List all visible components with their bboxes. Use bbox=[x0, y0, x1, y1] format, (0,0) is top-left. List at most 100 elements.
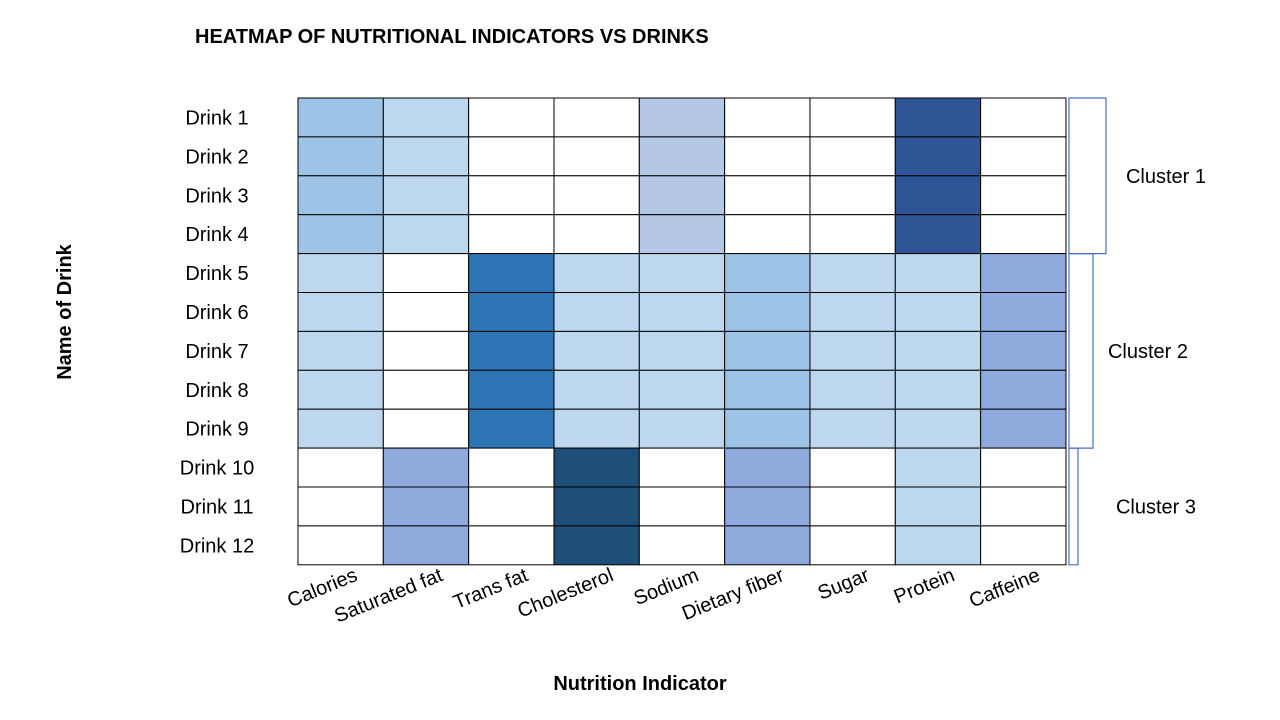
heatmap-cell-drink-9-cholesterol bbox=[553, 408, 640, 449]
x-tick-label: Sugar bbox=[815, 564, 873, 605]
heatmap-cell-drink-11-caffeine bbox=[980, 486, 1067, 527]
heatmap-cell-drink-9-calories bbox=[297, 408, 384, 449]
heatmap-cell-drink-1-sugar bbox=[809, 97, 896, 138]
heatmap-cell-drink-10-sodium bbox=[638, 447, 726, 488]
heatmap-cell-drink-9-sodium bbox=[638, 408, 726, 449]
heatmap-cell-drink-12-saturated-fat bbox=[382, 525, 470, 566]
heatmap-cell-drink-2-calories bbox=[297, 136, 384, 177]
heatmap-cell-drink-8-caffeine bbox=[980, 369, 1067, 410]
heatmap-cell-drink-3-sodium bbox=[638, 175, 726, 216]
heatmap-cell-drink-10-protein bbox=[894, 447, 982, 488]
heatmap-cell-drink-6-sodium bbox=[638, 292, 726, 332]
heatmap-cell-drink-1-trans-fat bbox=[468, 97, 555, 138]
heatmap-cell-drink-10-caffeine bbox=[980, 447, 1067, 488]
heatmap-cell-drink-10-saturated-fat bbox=[382, 447, 470, 488]
heatmap-cell-drink-10-dietary-fiber bbox=[724, 447, 811, 488]
heatmap-cell-drink-4-dietary-fiber bbox=[724, 214, 811, 255]
cluster-bracket bbox=[1068, 253, 1094, 449]
heatmap-cell-drink-10-trans-fat bbox=[468, 447, 555, 488]
heatmap-cell-drink-7-trans-fat bbox=[468, 330, 555, 371]
heatmap-cell-drink-12-cholesterol bbox=[553, 525, 640, 566]
heatmap-cell-drink-12-calories bbox=[297, 525, 384, 566]
heatmap-cell-drink-8-cholesterol bbox=[553, 369, 640, 410]
heatmap-cell-drink-11-calories bbox=[297, 486, 384, 527]
heatmap-cell-drink-8-protein bbox=[894, 369, 982, 410]
y-tick-label: Drink 10 bbox=[180, 458, 254, 480]
heatmap-cell-drink-3-dietary-fiber bbox=[724, 175, 811, 216]
heatmap-cell-drink-12-trans-fat bbox=[468, 525, 555, 566]
cluster-label: Cluster 1 bbox=[1126, 166, 1206, 188]
heatmap-cell-drink-8-sodium bbox=[638, 369, 726, 410]
cluster-bracket bbox=[1068, 97, 1107, 255]
cluster-bracket bbox=[1068, 447, 1079, 566]
heatmap-cell-drink-9-caffeine bbox=[980, 408, 1067, 449]
heatmap-cell-drink-11-protein bbox=[894, 486, 982, 527]
heatmap-cell-drink-1-dietary-fiber bbox=[724, 97, 811, 138]
y-tick-label: Drink 12 bbox=[180, 535, 254, 557]
y-tick-label: Drink 8 bbox=[185, 380, 248, 402]
heatmap-cell-drink-7-cholesterol bbox=[553, 330, 640, 371]
heatmap-cell-drink-6-cholesterol bbox=[553, 292, 640, 332]
x-tick-label: Cholesterol bbox=[515, 564, 617, 622]
y-tick-label: Drink 6 bbox=[185, 302, 248, 324]
heatmap-cell-drink-1-protein bbox=[894, 97, 982, 138]
heatmap-cell-drink-5-cholesterol bbox=[553, 253, 640, 294]
heatmap-cell-drink-3-caffeine bbox=[980, 175, 1067, 216]
heatmap-cell-drink-7-protein bbox=[894, 330, 982, 371]
heatmap-cell-drink-4-cholesterol bbox=[553, 214, 640, 255]
y-tick-label: Drink 7 bbox=[185, 341, 248, 363]
heatmap-cell-drink-11-trans-fat bbox=[468, 486, 555, 527]
heatmap-cell-drink-2-sugar bbox=[809, 136, 896, 177]
heatmap-cell-drink-4-protein bbox=[894, 214, 982, 255]
heatmap-cell-drink-7-sugar bbox=[809, 330, 896, 371]
heatmap-cell-drink-4-trans-fat bbox=[468, 214, 555, 255]
y-tick-label: Drink 4 bbox=[185, 224, 248, 246]
heatmap-cell-drink-1-caffeine bbox=[980, 97, 1067, 138]
y-tick-label: Drink 2 bbox=[185, 146, 248, 168]
heatmap-cell-drink-4-saturated-fat bbox=[382, 214, 470, 255]
heatmap-cell-drink-6-protein bbox=[894, 292, 982, 332]
heatmap-cell-drink-10-cholesterol bbox=[553, 447, 640, 488]
heatmap-cell-drink-2-trans-fat bbox=[468, 136, 555, 177]
heatmap-cell-drink-8-saturated-fat bbox=[382, 369, 470, 410]
y-tick-labels: Drink 1 Drink 2 Drink 3 Drink 4 Drink 5 Drink… bbox=[180, 108, 254, 558]
y-tick-label: Drink 3 bbox=[185, 185, 248, 207]
heatmap-cell-drink-7-dietary-fiber bbox=[724, 330, 811, 371]
heatmap-cell-drink-2-sodium bbox=[638, 136, 726, 177]
heatmap-cell-drink-3-protein bbox=[894, 175, 982, 216]
heatmap-cell-drink-6-trans-fat bbox=[468, 292, 555, 332]
heatmap-cell-drink-12-sodium bbox=[638, 525, 726, 566]
heatmap-cell-drink-5-sugar bbox=[809, 253, 896, 294]
y-tick-label: Drink 9 bbox=[185, 419, 248, 441]
heatmap-cell-drink-5-sodium bbox=[638, 253, 726, 294]
heatmap-cell-drink-3-saturated-fat bbox=[382, 175, 470, 216]
heatmap-cell-drink-5-protein bbox=[894, 253, 982, 294]
heatmap-cell-drink-4-sodium bbox=[638, 214, 726, 255]
heatmap-cell-drink-11-sodium bbox=[638, 486, 726, 527]
heatmap-cell-drink-9-dietary-fiber bbox=[724, 408, 811, 449]
heatmap-cell-drink-11-cholesterol bbox=[553, 486, 640, 527]
heatmap-cell-drink-3-cholesterol bbox=[553, 175, 640, 216]
heatmap-cell-drink-6-sugar bbox=[809, 292, 896, 332]
heatmap-cell-drink-9-trans-fat bbox=[468, 408, 555, 449]
heatmap-cell-drink-9-saturated-fat bbox=[382, 408, 470, 449]
cluster-brackets: Cluster 1 Cluster 2 Cluster 3 bbox=[1068, 97, 1206, 566]
heatmap-cell-drink-12-dietary-fiber bbox=[724, 525, 811, 566]
heatmap-cell-drink-10-sugar bbox=[809, 447, 896, 488]
y-tick-label: Drink 11 bbox=[181, 497, 254, 519]
heatmap-cells bbox=[297, 97, 1067, 566]
cluster-label: Cluster 3 bbox=[1116, 496, 1196, 518]
cluster-label: Cluster 2 bbox=[1108, 341, 1188, 363]
heatmap-cell-drink-4-sugar bbox=[809, 214, 896, 255]
heatmap-cell-drink-1-sodium bbox=[638, 97, 726, 138]
heatmap-cell-drink-11-dietary-fiber bbox=[724, 486, 811, 527]
heatmap-cell-drink-7-caffeine bbox=[980, 330, 1067, 371]
heatmap-cell-drink-5-saturated-fat bbox=[382, 253, 470, 294]
heatmap-cell-drink-5-dietary-fiber bbox=[724, 253, 811, 294]
heatmap-cell-drink-1-saturated-fat bbox=[382, 97, 470, 138]
heatmap-cell-drink-8-dietary-fiber bbox=[724, 369, 811, 410]
y-tick-label: Drink 1 bbox=[185, 108, 248, 130]
heatmap-cell-drink-11-sugar bbox=[809, 486, 896, 527]
chart-title: HEATMAP OF NUTRITIONAL INDICATORS VS DRI… bbox=[195, 26, 709, 48]
